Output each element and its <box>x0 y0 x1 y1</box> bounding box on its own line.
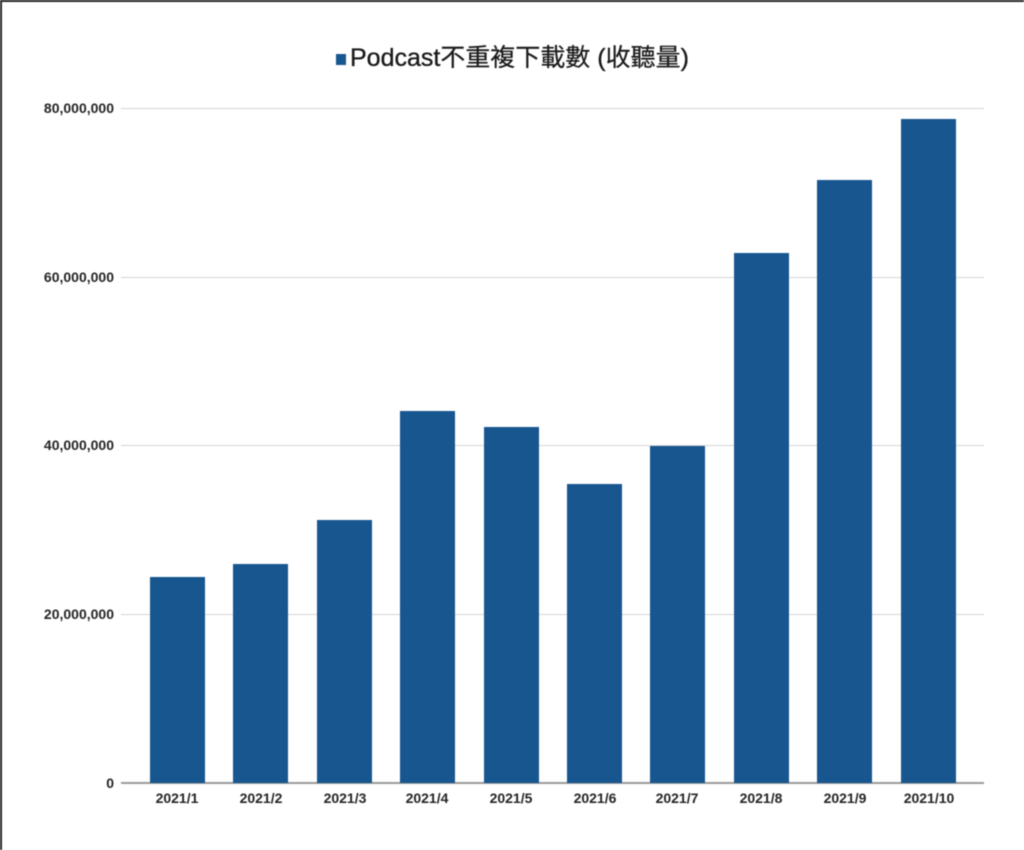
svg-text:Podcast: Podcast <box>350 44 440 72</box>
svg-text:): ) <box>681 44 689 72</box>
svg-text:(: ( <box>597 44 606 72</box>
